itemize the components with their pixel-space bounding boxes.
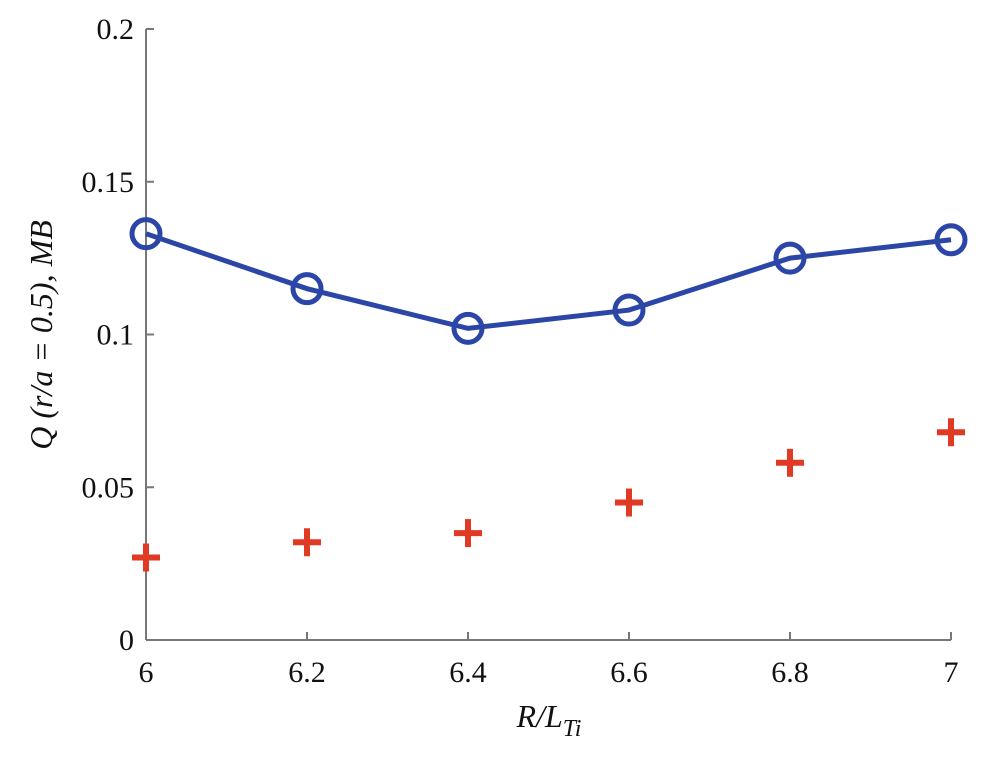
data-point-plus: [454, 519, 482, 548]
x-tick-label: 6.6: [610, 656, 648, 689]
data-marks: [129, 217, 968, 572]
x-axis-label-sub: Ti: [563, 716, 582, 742]
x-tick-label: 6.8: [771, 656, 809, 689]
tick-labels: 6 6.2 6.4 6.6 6.8 7 0 0.05 0.1 0.15 0.2: [82, 13, 959, 689]
x-tick-label: 6: [139, 656, 154, 689]
y-tick-label: 0.2: [97, 13, 135, 46]
y-tick-label: 0.1: [97, 319, 135, 352]
data-point-circle: [773, 241, 807, 275]
data-point-plus: [615, 488, 643, 517]
y-tick-label: 0.15: [82, 166, 135, 199]
data-point-circle: [934, 223, 968, 257]
data-point-plus: [776, 448, 804, 477]
x-axis-label: R/LTi: [516, 698, 582, 742]
x-tick-label: 7: [944, 656, 959, 689]
data-point-plus: [937, 418, 965, 447]
data-point-circle: [451, 311, 485, 345]
y-tick-label: 0: [119, 624, 134, 657]
x-axis-label-main: R/L: [516, 698, 563, 734]
data-point-circle: [290, 272, 324, 306]
y-tick-label: 0.05: [82, 471, 135, 504]
axes: [145, 28, 952, 641]
data-point-circle: [612, 293, 646, 327]
y-axis-label: Q (r/a = 0.5), MB: [23, 220, 59, 450]
series-line: [145, 231, 952, 331]
data-point-circle: [129, 217, 163, 251]
data-point-plus: [293, 528, 321, 557]
data-point-plus: [132, 543, 160, 572]
x-tick-label: 6.4: [449, 656, 487, 689]
x-tick-label: 6.2: [288, 656, 326, 689]
